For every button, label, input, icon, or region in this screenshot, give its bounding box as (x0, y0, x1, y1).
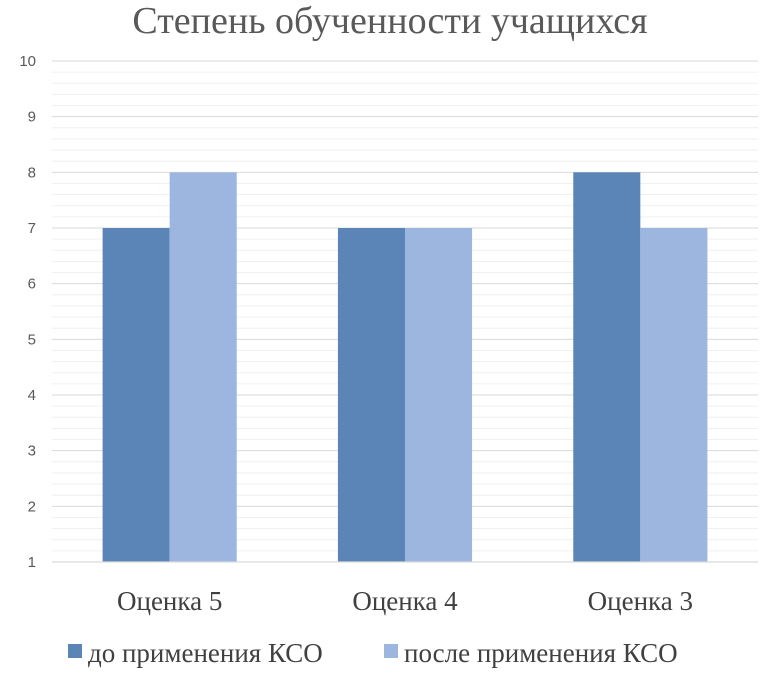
category-label: Оценка 3 (588, 586, 693, 616)
bar-1-1 (102, 228, 170, 562)
category-label: Оценка 4 (352, 586, 458, 616)
bar-2-2 (405, 228, 473, 562)
chart-title: Степень обученности учащихся (132, 0, 647, 42)
bar-2-1 (169, 172, 237, 563)
y-tick-label: 6 (28, 276, 36, 293)
bar-1-3 (573, 172, 641, 563)
x-axis-category-labels: Оценка 5 Оценка 4 Оценка 3 (117, 586, 693, 616)
bar-1-2 (337, 228, 405, 562)
legend: до применения КСО после применения КСО (68, 638, 678, 668)
y-tick-label: 7 (28, 220, 36, 237)
y-tick-label: 8 (28, 164, 36, 181)
bar-2-3 (640, 228, 708, 562)
y-tick-label: 4 (28, 387, 36, 404)
legend-label-series-2: после применения КСО (404, 638, 678, 668)
y-tick-label: 2 (28, 498, 36, 515)
y-axis-tick-labels: 1 2 3 4 5 6 7 8 9 10 (19, 53, 36, 571)
legend-swatch-series-2 (384, 644, 398, 658)
y-tick-label: 9 (28, 109, 36, 126)
bars (102, 172, 708, 563)
y-tick-label: 1 (28, 554, 36, 571)
legend-swatch-series-1 (68, 644, 82, 658)
y-tick-label: 10 (19, 53, 36, 70)
category-label: Оценка 5 (117, 586, 222, 616)
legend-label-series-1: до применения КСО (88, 638, 323, 668)
y-tick-label: 3 (28, 443, 36, 460)
y-tick-label: 5 (28, 331, 36, 348)
